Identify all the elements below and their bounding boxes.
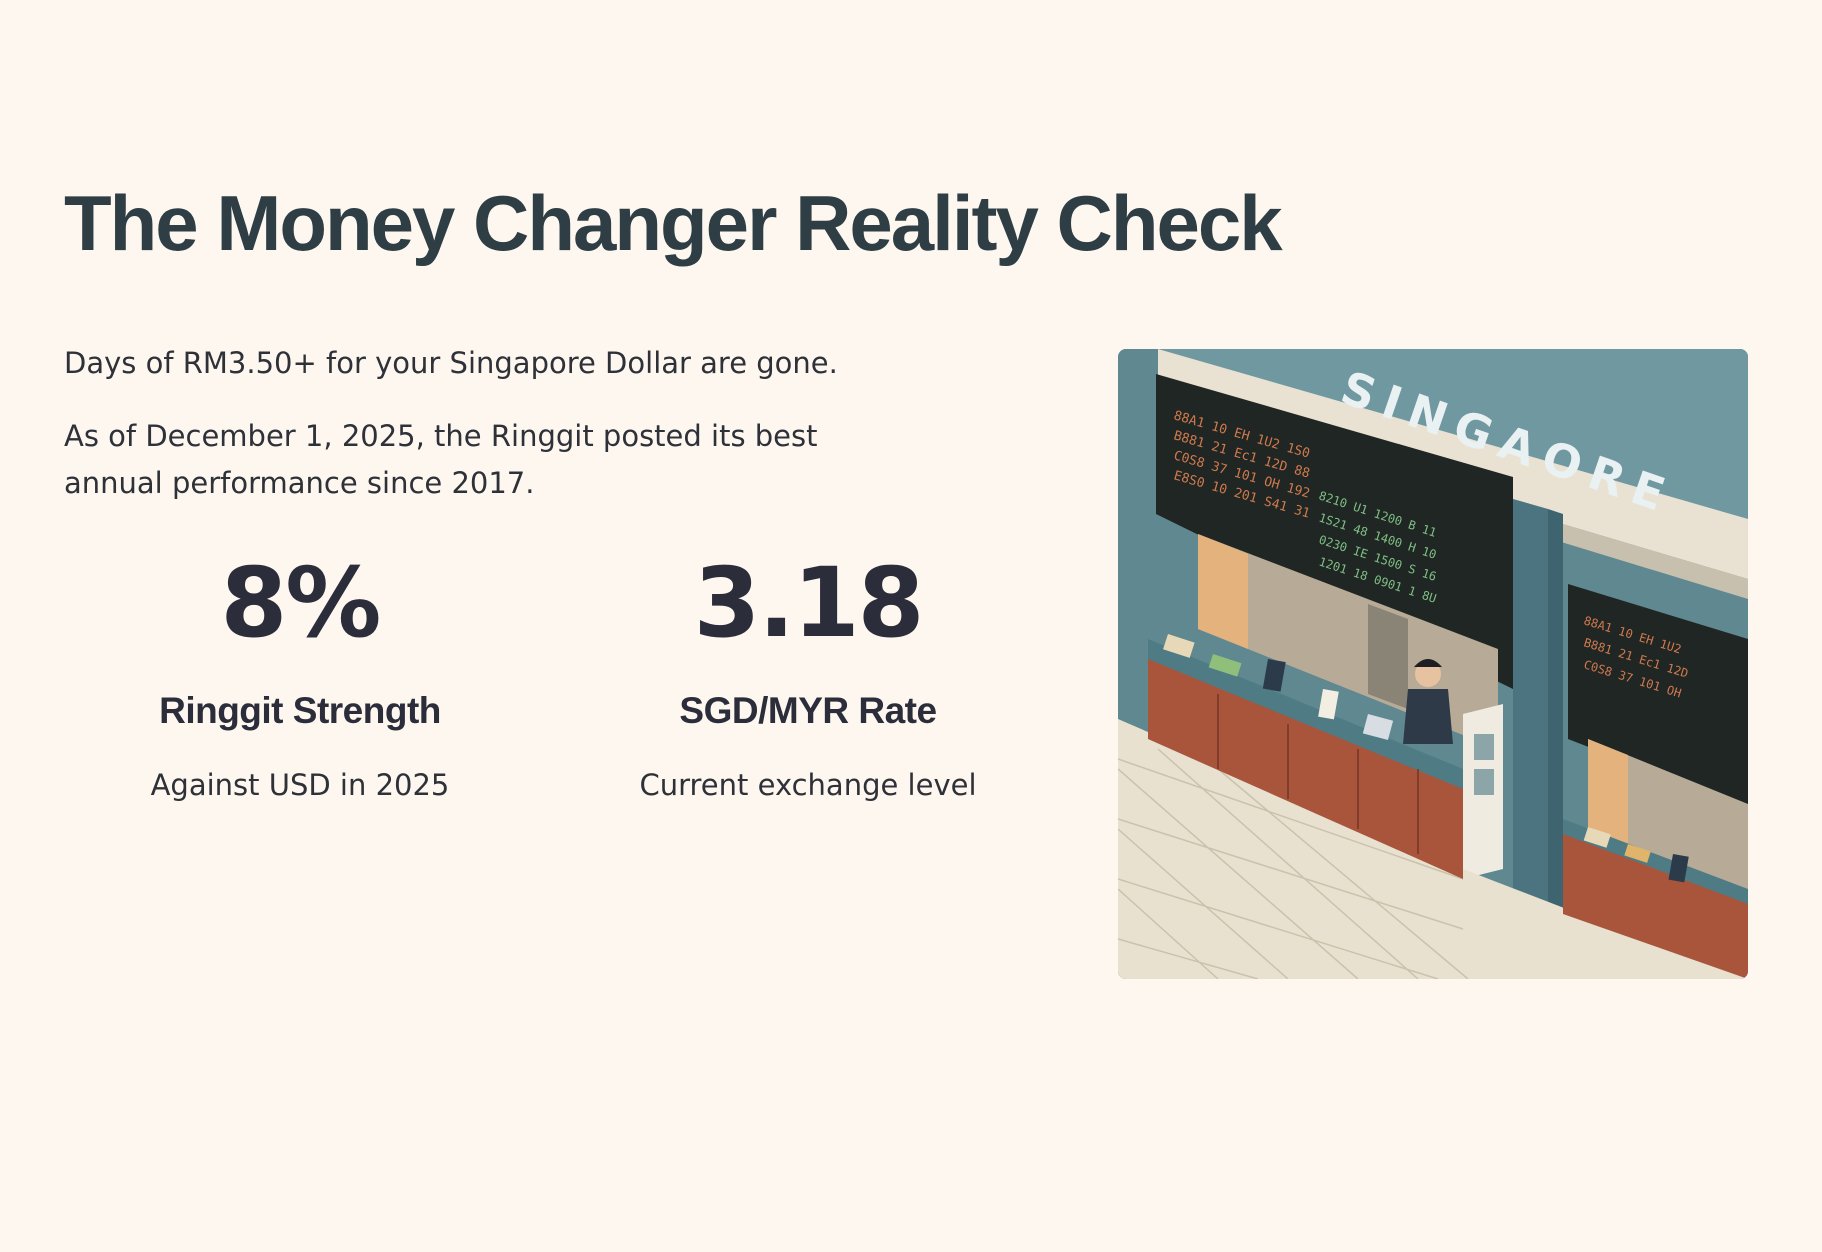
floor-tiles xyxy=(1118,748,1469,979)
rate-board-left xyxy=(1156,374,1513,689)
illustration-svg: SINGAORE 88A1 10 EH 1U2 1S0 B881 21 Ec1 … xyxy=(1118,349,1748,979)
stat-value: 3.18 xyxy=(693,547,925,659)
clerk-figure xyxy=(1415,661,1441,687)
stat-sgd-myr-rate: 3.18 SGD/MYR Rate Current exchange level xyxy=(598,548,1018,802)
money-changer-illustration: SINGAORE 88A1 10 EH 1U2 1S0 B881 21 Ec1 … xyxy=(1118,349,1748,979)
context-text: As of December 1, 2025, the Ringgit post… xyxy=(64,419,818,500)
stat-ringgit-strength: 8% Ringgit Strength Against USD in 2025 xyxy=(90,548,510,802)
stat-label: SGD/MYR Rate xyxy=(679,690,937,731)
counter-left xyxy=(1148,649,1463,879)
stat-value: 8% xyxy=(220,547,382,659)
stat-caption: Against USD in 2025 xyxy=(150,768,450,802)
stat-label: Ringgit Strength xyxy=(159,690,441,731)
page-title: The Money Changer Reality Check xyxy=(64,179,1283,267)
intro-text: Days of RM3.50+ for your Singapore Dolla… xyxy=(64,346,838,380)
stat-caption: Current exchange level xyxy=(639,768,977,802)
intro-copy: Days of RM3.50+ for your Singapore Dolla… xyxy=(64,340,924,533)
counter-right xyxy=(1563,829,1748,979)
